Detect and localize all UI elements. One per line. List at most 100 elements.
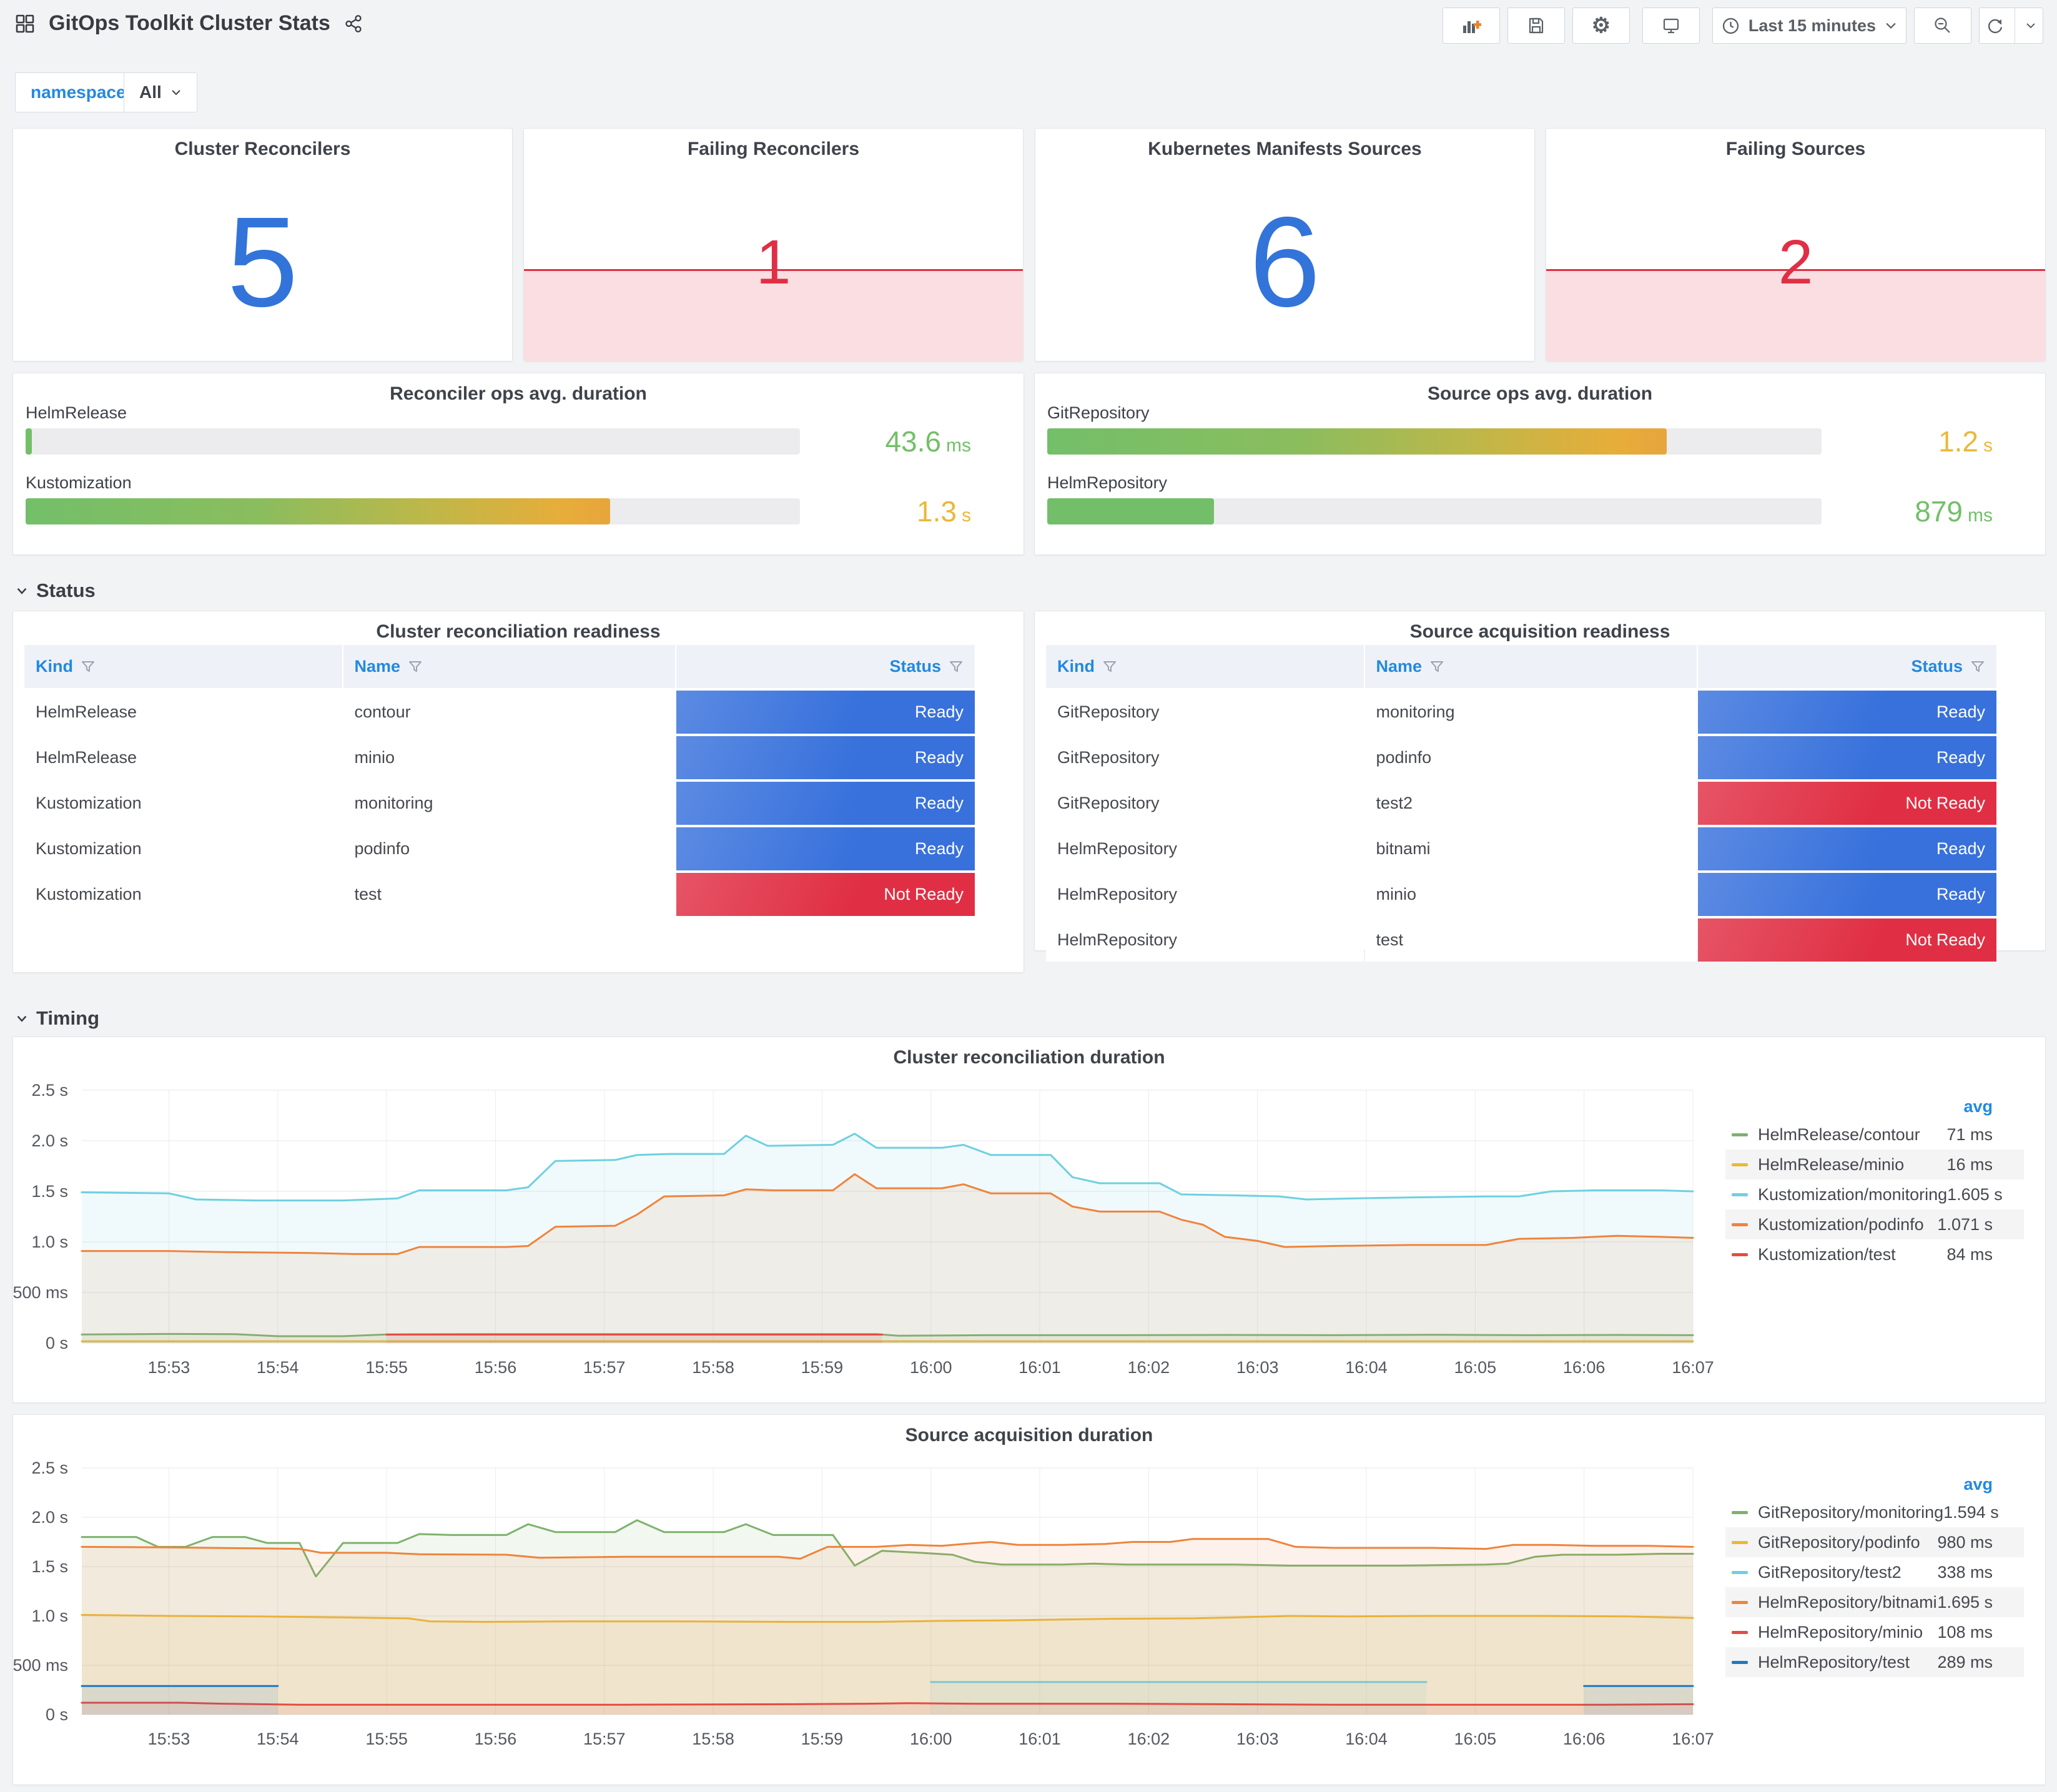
add-panel-button[interactable] — [1442, 7, 1500, 44]
y-axis-tick-label: 2.0 s — [31, 1508, 68, 1527]
share-icon[interactable] — [344, 14, 363, 33]
legend-item-GitRepository/monitoring[interactable]: GitRepository/monitoring 1.594 s — [1725, 1497, 2024, 1527]
status-cell: Ready — [676, 736, 975, 779]
gauge-track — [1047, 428, 1822, 455]
column-header-status[interactable]: Status — [676, 645, 975, 688]
x-axis-tick-label: 16:06 — [1563, 1730, 1606, 1748]
status-cell: Ready — [676, 782, 975, 825]
chevron-down-icon[interactable] — [2025, 21, 2036, 30]
panel-title[interactable]: Source ops avg. duration — [1427, 383, 1653, 404]
panel-title[interactable]: Failing Sources — [1725, 139, 1866, 159]
column-header-name[interactable]: Name — [1364, 645, 1697, 688]
name-cell: test — [343, 873, 675, 916]
series-color-dash — [1732, 1570, 1748, 1574]
readiness-table: Kind Name Status GitRepository monitoring Rea… — [1046, 645, 1996, 962]
series-area-Kustomization/podinfo — [82, 1174, 1693, 1343]
legend-item-Kustomization/test[interactable]: Kustomization/test 84 ms — [1725, 1239, 2024, 1269]
section-header-status[interactable]: Status — [15, 579, 96, 602]
y-axis-tick-label: 2.0 s — [31, 1131, 68, 1150]
gauge-label: GitRepository — [1047, 403, 1150, 422]
status-cell: Not Ready — [1697, 782, 1996, 825]
x-axis-tick-label: 15:57 — [583, 1730, 626, 1748]
chart-panel-cluster-reconciliation-duration: Cluster reconciliation duration 0 s 500 m… — [12, 1036, 2046, 1403]
column-header-kind[interactable]: Kind — [1046, 645, 1364, 688]
stat-value: 1 — [756, 227, 791, 297]
refresh-icon — [1988, 19, 2003, 34]
column-header-status[interactable]: Status — [1697, 645, 1996, 688]
x-axis-tick-label: 15:59 — [801, 1730, 844, 1748]
x-axis-tick-label: 15:57 — [583, 1358, 626, 1377]
filter-icon[interactable] — [1102, 659, 1117, 674]
namespace-filter-label[interactable]: namespace — [15, 72, 142, 112]
x-axis-tick-label: 15:55 — [365, 1730, 408, 1748]
filter-icon[interactable] — [81, 659, 96, 674]
legend-item-HelmRelease/contour[interactable]: HelmRelease/contour 71 ms — [1725, 1120, 2024, 1150]
legend-series-name: GitRepository/test2 — [1758, 1562, 1902, 1582]
kind-cell: HelmRelease — [24, 736, 342, 779]
legend-avg-value: 980 ms — [1937, 1532, 1993, 1552]
legend-series-name: HelmRepository/minio — [1758, 1622, 1923, 1642]
gear-icon: ⚙ — [1591, 14, 1611, 37]
legend-item-HelmRepository/bitnami[interactable]: HelmRepository/bitnami 1.695 s — [1725, 1587, 2024, 1617]
chart-panel-source-acquisition-duration: Source acquisition duration 0 s 500 ms 1.0… — [12, 1414, 2046, 1785]
legend-item-Kustomization/podinfo[interactable]: Kustomization/podinfo 1.071 s — [1725, 1209, 2024, 1239]
legend-item-HelmRepository/test[interactable]: HelmRepository/test 289 ms — [1725, 1647, 2024, 1677]
gauge-label: HelmRelease — [26, 403, 127, 422]
legend-avg-header[interactable]: avg — [1963, 1474, 1993, 1494]
legend-item-GitRepository/podinfo[interactable]: GitRepository/podinfo 980 ms — [1725, 1527, 2024, 1557]
section-header-timing[interactable]: Timing — [15, 1007, 99, 1030]
filter-icon[interactable] — [408, 659, 423, 674]
legend-avg-header[interactable]: avg — [1963, 1096, 1993, 1116]
column-header-name[interactable]: Name — [343, 645, 675, 688]
gauge-value: 43.6 ms — [885, 425, 971, 458]
sparkline-line — [524, 269, 1023, 271]
legend-avg-value: 1.071 s — [1937, 1214, 1993, 1234]
x-axis-tick-label: 15:58 — [692, 1358, 734, 1377]
namespace-filter-value-dropdown[interactable]: All — [124, 72, 197, 112]
cycle-view-button[interactable] — [1642, 7, 1700, 44]
panel-title[interactable]: Cluster reconciliation duration — [893, 1047, 1165, 1068]
column-header-kind[interactable]: Kind — [24, 645, 342, 688]
zoom-out-button[interactable] — [1914, 7, 1971, 44]
panel-title[interactable]: Cluster Reconcilers — [174, 139, 351, 159]
x-axis-tick-label: 16:04 — [1345, 1358, 1388, 1377]
legend-item-HelmRepository/minio[interactable]: HelmRepository/minio 108 ms — [1725, 1617, 2024, 1647]
x-axis-tick-label: 15:53 — [148, 1358, 190, 1377]
series-area-HelmRepository/minio — [82, 1703, 1693, 1715]
panel-title[interactable]: Failing Reconcilers — [687, 139, 860, 159]
series-color-dash — [1732, 1223, 1748, 1226]
panel-title[interactable]: Kubernetes Manifests Sources — [1148, 139, 1422, 159]
series-color-dash — [1732, 1163, 1748, 1166]
table-panel-cluster-reconciliation-readiness: Cluster reconciliation readiness Kind Nam… — [12, 611, 1024, 973]
x-axis-tick-label: 15:55 — [365, 1358, 408, 1377]
save-dashboard-button[interactable] — [1507, 7, 1565, 44]
chart-canvas[interactable]: 0 s 500 ms 1.0 s 1.5 s 2.0 s 2.5 s 15:53 15:54 1… — [13, 1415, 2045, 1785]
legend-avg-value: 1.695 s — [1937, 1592, 1993, 1612]
filter-icon[interactable] — [1429, 659, 1444, 674]
series-area-Kustomization/monitoring — [82, 1133, 1693, 1343]
readiness-table: Kind Name Status HelmRelease contour Ready Hel… — [24, 645, 975, 916]
time-range-picker[interactable]: Last 15 minutes — [1712, 7, 1907, 44]
legend-item-Kustomization/monitoring[interactable]: Kustomization/monitoring 1.605 s — [1725, 1179, 2024, 1209]
dashboard-toolbar: ⚙ Last 15 minutes — [1442, 7, 2043, 44]
filter-icon[interactable] — [949, 659, 964, 674]
panel-title[interactable]: Source acquisition duration — [905, 1425, 1153, 1445]
panel-title[interactable]: Reconciler ops avg. duration — [390, 383, 647, 404]
filter-icon[interactable] — [1970, 659, 1985, 674]
dashboard-title[interactable]: GitOps Toolkit Cluster Stats — [49, 11, 330, 35]
panel-title[interactable]: Source acquisition readiness — [1409, 621, 1670, 642]
panel-title[interactable]: Cluster reconciliation readiness — [376, 621, 661, 642]
chart-canvas[interactable]: 0 s 500 ms 1.0 s 1.5 s 2.0 s 2.5 s 15:53 15:54 1… — [13, 1037, 2045, 1402]
status-cell: Not Ready — [1697, 918, 1996, 962]
gauge-value: 1.2 s — [1938, 425, 1993, 458]
add-panel-icon — [1463, 21, 1481, 33]
monitor-icon — [1663, 18, 1679, 34]
x-axis-tick-label: 15:53 — [148, 1730, 190, 1748]
legend-item-GitRepository/test2[interactable]: GitRepository/test2 338 ms — [1725, 1557, 2024, 1587]
dashboard-settings-button[interactable]: ⚙ — [1572, 7, 1630, 44]
legend-avg-value: 84 ms — [1946, 1244, 1993, 1264]
chart-legend: avg GitRepository/monitoring 1.594 s GitRep… — [1725, 1471, 2024, 1677]
refresh-button[interactable] — [1979, 7, 2043, 44]
legend-item-HelmRelease/minio[interactable]: HelmRelease/minio 16 ms — [1725, 1150, 2024, 1179]
